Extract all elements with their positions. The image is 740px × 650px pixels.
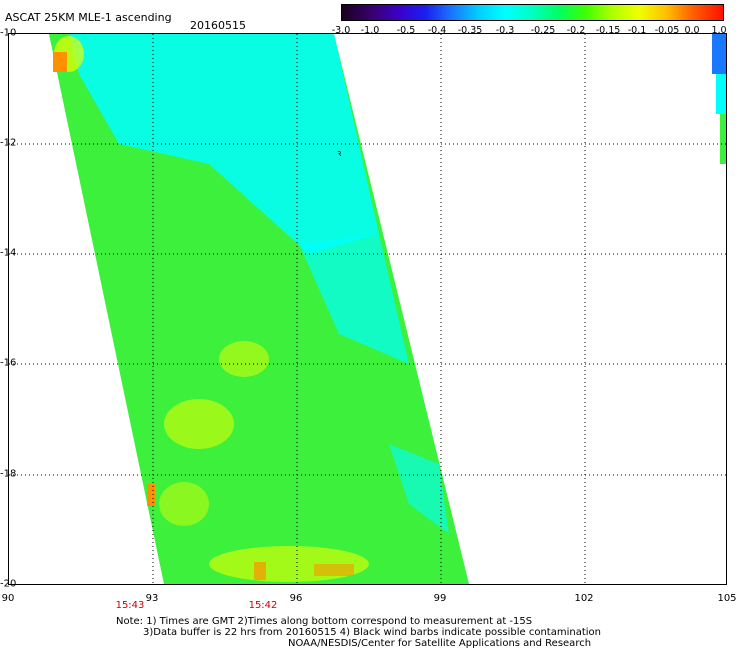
swath-cyan-region	[389, 444, 449, 534]
longitude-label: 93	[145, 593, 159, 604]
swath-orange-patch	[53, 52, 67, 72]
longitude-label: 96	[289, 593, 303, 604]
latitude-label: -20	[0, 578, 17, 590]
product-title: ASCAT 25KM MLE-1 ascending	[5, 11, 172, 24]
swath-fragment-green	[720, 114, 726, 164]
note-line: Note: 1) Times are GMT 2)Times along bot…	[116, 616, 533, 627]
longitude-label: 105	[717, 593, 737, 604]
colorbar	[341, 4, 724, 21]
colorbar-label: -0.1	[627, 25, 647, 36]
map-panel: ꝛ	[8, 33, 727, 585]
colorbar-label: -0.05	[654, 25, 680, 36]
swath-cyan-region	[299, 234, 409, 364]
time-label: 15:43	[115, 600, 145, 611]
swath-orange-patch	[254, 562, 266, 580]
swath-orange-patch	[314, 564, 354, 576]
latitude-label: -14	[0, 247, 17, 259]
longitude-label: 102	[574, 593, 594, 604]
swath-yellow-patch	[159, 482, 209, 526]
colorbar-label: -0.4	[427, 25, 447, 36]
colorbar-label: -0.5	[396, 25, 416, 36]
swath-yellow-patch	[164, 399, 234, 449]
longitude-label: 99	[433, 593, 447, 604]
swath-layer: ꝛ	[9, 34, 726, 584]
colorbar-label: -0.2	[566, 25, 586, 36]
colorbar-label: 1.0	[711, 25, 727, 36]
latitude-label: -16	[0, 357, 17, 369]
note-line: 3)Data buffer is 22 hrs from 20160515 4)…	[143, 627, 601, 638]
swath-orange-patch	[147, 484, 155, 506]
swath-cyan-region	[69, 34, 379, 254]
product-date: 20160515	[190, 19, 246, 32]
colorbar-label: -1.0	[360, 25, 380, 36]
colorbar-label: -0.3	[495, 25, 515, 36]
latitude-label: -18	[0, 468, 17, 480]
colorbar-label: -0.35	[457, 25, 483, 36]
colorbar-label: 0.0	[684, 25, 700, 36]
latitude-label: -12	[0, 137, 17, 149]
swath-yellow-patch	[219, 341, 269, 377]
time-label: 15:42	[248, 600, 278, 611]
swath-fragment-blue	[712, 34, 726, 74]
swath-fragment-cyan	[716, 74, 726, 114]
colorbar-label: -0.15	[595, 25, 621, 36]
latitude-label: -10	[0, 27, 17, 39]
colorbar-label: -3.0	[331, 25, 351, 36]
wind-barb-icon: ꝛ	[337, 149, 342, 159]
credit-line: NOAA/NESDIS/Center for Satellite Applica…	[288, 638, 592, 649]
colorbar-label: -0.25	[530, 25, 556, 36]
longitude-label: 90	[1, 593, 15, 604]
